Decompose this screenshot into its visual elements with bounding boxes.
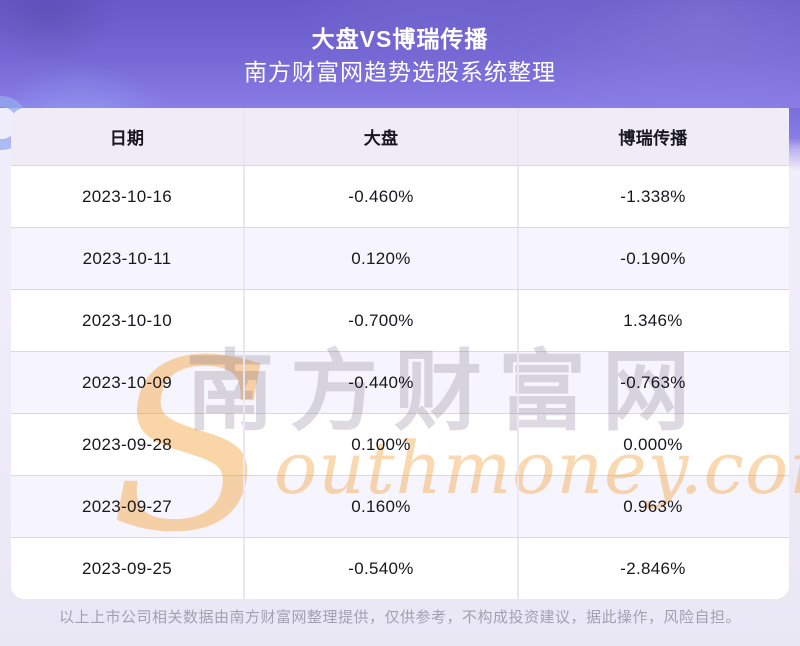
table-body: 2023-10-16 -0.460% -1.338% 2023-10-11 0.… xyxy=(11,165,789,599)
column-header-date: 日期 xyxy=(109,129,145,148)
table-row: 2023-10-09 -0.440% -0.763% xyxy=(11,351,789,413)
cell-stock-change: -0.190% xyxy=(517,228,787,289)
cell-date: 2023-09-25 xyxy=(82,558,172,578)
table-row: 2023-09-27 0.160% 0.963% xyxy=(11,475,789,537)
cell-date: 2023-09-27 xyxy=(82,496,172,516)
table-row: 2023-09-28 0.100% 0.000% xyxy=(11,413,789,475)
table-row: 2023-09-25 -0.540% -2.846% xyxy=(11,537,789,599)
data-table: 日期 大盘 博瑞传播 2023-10-16 -0.460% -1.338% 20… xyxy=(11,108,789,599)
cell-stock-change: -0.763% xyxy=(517,352,787,413)
table-row: 2023-10-10 -0.700% 1.346% xyxy=(11,289,789,351)
cell-stock-change: 0.000% xyxy=(517,414,787,475)
cell-date: 2023-09-28 xyxy=(82,434,172,454)
table-row: 2023-10-11 0.120% -0.190% xyxy=(11,227,789,289)
cell-stock-change: -2.846% xyxy=(517,538,787,599)
cell-stock-change: 1.346% xyxy=(517,290,787,351)
cell-stock-change: -1.338% xyxy=(517,166,787,227)
cell-market-change: -0.440% xyxy=(243,352,517,413)
cell-date: 2023-10-09 xyxy=(82,372,172,392)
page-subtitle: 南方财富网趋势选股系统整理 xyxy=(244,59,556,86)
cell-market-change: -0.460% xyxy=(243,166,517,227)
cell-market-change: 0.120% xyxy=(243,228,517,289)
cell-market-change: -0.540% xyxy=(243,538,517,599)
table-row: 2023-10-16 -0.460% -1.338% xyxy=(11,165,789,227)
cell-date: 2023-10-11 xyxy=(82,248,172,268)
cell-stock-change: 0.963% xyxy=(517,476,787,537)
cell-date: 2023-10-16 xyxy=(82,186,172,206)
cell-market-change: 0.100% xyxy=(243,414,517,475)
cell-market-change: -0.700% xyxy=(243,290,517,351)
column-header-stock: 博瑞传播 xyxy=(517,108,787,165)
footer-disclaimer: 以上上市公司相关数据由南方财富网整理提供，仅供参考，不构成投资建议，据此操作，风… xyxy=(58,609,741,626)
cell-market-change: 0.160% xyxy=(243,476,517,537)
decorative-right-shape xyxy=(789,108,800,170)
table-header-row: 日期 大盘 博瑞传播 xyxy=(11,108,789,165)
page-title: 大盘VS博瑞传播 xyxy=(311,26,489,52)
cell-date: 2023-10-10 xyxy=(82,310,172,330)
hero-banner: 大盘VS博瑞传播 南方财富网趋势选股系统整理 xyxy=(0,0,800,108)
column-header-market: 大盘 xyxy=(243,108,517,165)
